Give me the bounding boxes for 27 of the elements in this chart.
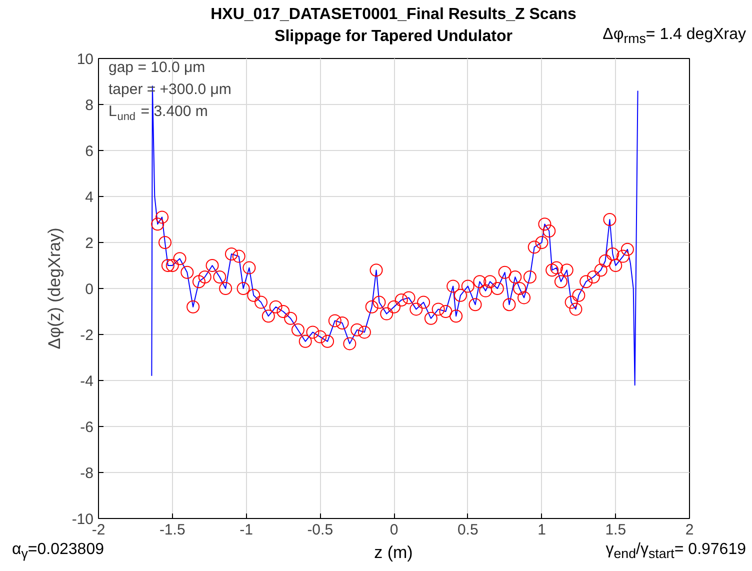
y-axis-title: Δφ(z) (degXray) <box>44 228 64 350</box>
y-tick-label: 10 <box>76 51 94 68</box>
chart-title: HXU_017_DATASET0001_Final Results_Z Scans <box>210 5 578 25</box>
text: α$_{γ}$=0.023809 <box>12 540 104 564</box>
x-tick-label: 1 <box>538 522 546 538</box>
x-tick-label: -1.5 <box>159 522 186 538</box>
x-tick-label: -0.5 <box>307 522 334 538</box>
y-tick-label: 8 <box>85 97 94 114</box>
y-tick-label: -8 <box>80 465 94 482</box>
y-tick-label: -2 <box>80 327 94 344</box>
y-tick-label: -10 <box>72 511 94 528</box>
text: Δφ$_{rms}$= 1.4 degXray <box>602 25 746 48</box>
x-tick-label: 1.5 <box>605 522 626 538</box>
x-tick-label: -1 <box>240 522 253 538</box>
y-tick-label: 6 <box>85 143 94 160</box>
y-tick-label: -4 <box>80 373 94 390</box>
text: γ$_{end}$/γ$_{start}$= 0.97619 <box>606 540 746 564</box>
y-tick-label: 2 <box>85 235 94 252</box>
x-tick-label: 2 <box>685 522 694 538</box>
x-tick-label: 0.5 <box>457 522 478 538</box>
y-tick-label: 4 <box>85 189 94 206</box>
x-axis-title: z (m) <box>374 543 413 562</box>
annotation: gap = 10.0 μm <box>108 59 206 76</box>
chart-subtitle: Slippage for Tapered Undulator <box>274 28 512 45</box>
x-tick-label: 0 <box>390 522 398 538</box>
y-tick-label: -6 <box>80 419 94 436</box>
y-tick-label: 0 <box>85 281 94 298</box>
